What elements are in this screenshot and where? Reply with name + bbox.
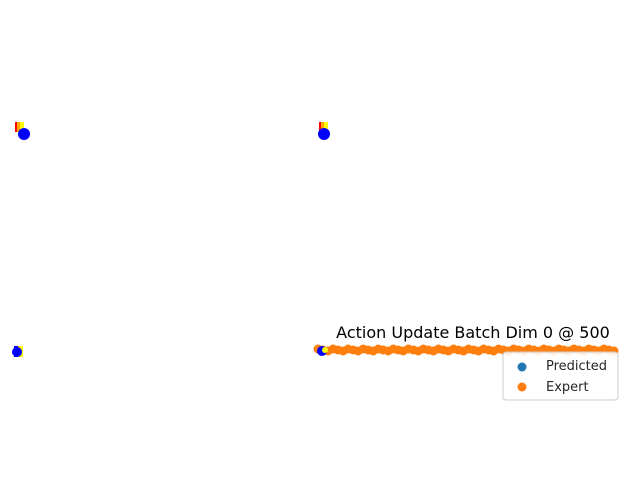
marker-yellow-square xyxy=(20,122,24,132)
marker-orange-square xyxy=(321,122,326,132)
panel-top-right xyxy=(318,122,330,140)
expert-series xyxy=(313,344,619,356)
panel-top-left xyxy=(15,122,30,140)
marker-yellow-square xyxy=(324,122,328,132)
chart-title: Action Update Batch Dim 0 @ 500 xyxy=(336,323,610,342)
marker-blue-square xyxy=(14,346,18,357)
legend-predicted-swatch xyxy=(517,362,527,372)
legend: Predicted Expert xyxy=(502,351,619,401)
legend-expert-swatch xyxy=(517,382,527,392)
legend-predicted-label: Predicted xyxy=(546,359,607,374)
marker-blue-circle xyxy=(18,128,30,140)
legend-expert-label: Expert xyxy=(546,380,589,395)
marker-yellow-circle xyxy=(322,347,328,353)
panel-bottom-left xyxy=(12,346,23,357)
marker-orange-square xyxy=(17,122,22,132)
legend-frame xyxy=(502,351,619,401)
panel-bottom-right: Action Update Batch Dim 0 @ 500 Predicte… xyxy=(313,323,619,401)
marker-blue-circle xyxy=(318,128,330,140)
